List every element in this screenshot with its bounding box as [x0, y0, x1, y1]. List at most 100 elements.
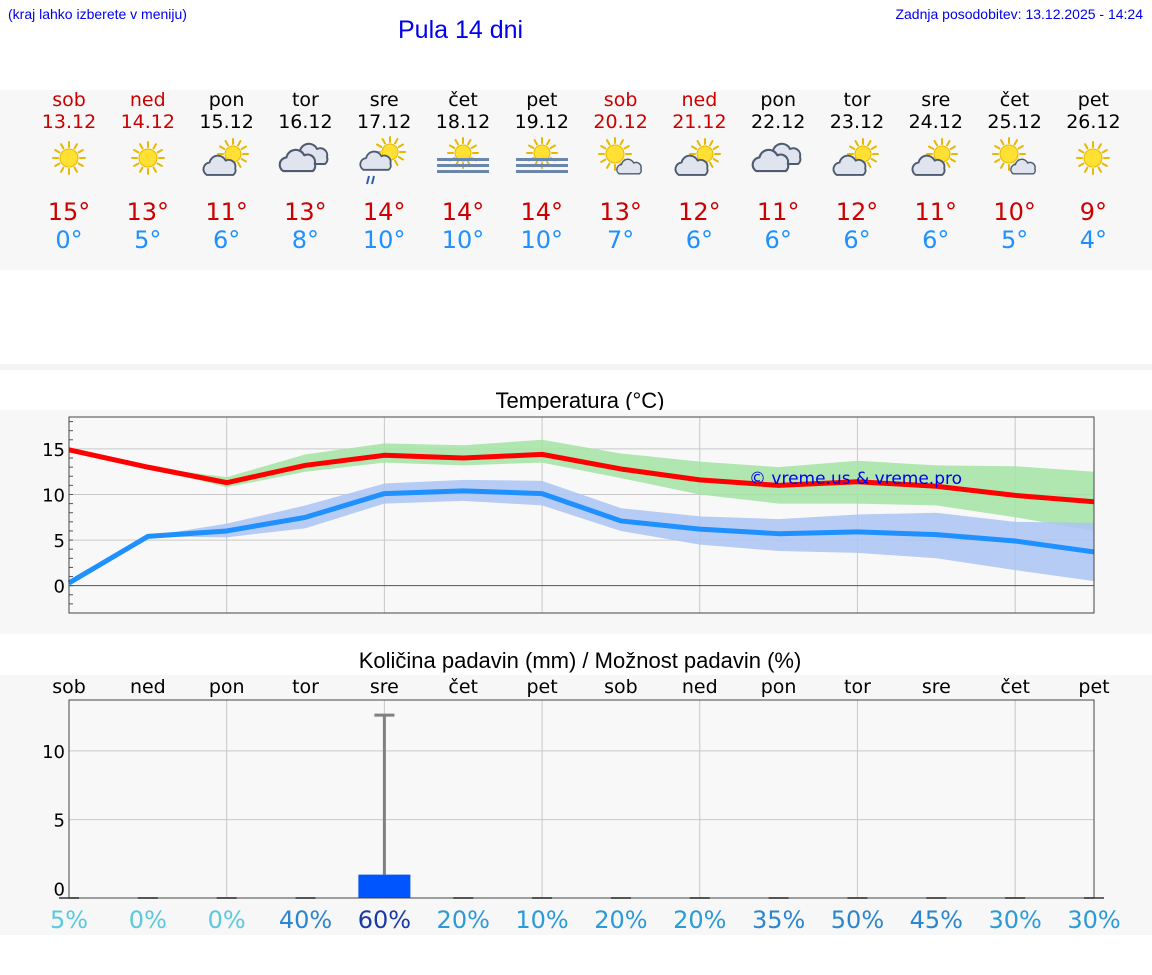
y-tick-label: 10: [42, 742, 65, 763]
fog-line: [437, 170, 489, 173]
min-temperature: 7°: [606, 226, 635, 254]
y-tick-label: 15: [42, 440, 65, 461]
sun-ray: [623, 145, 630, 150]
sun-ray: [449, 144, 456, 149]
sun-ray: [549, 144, 556, 149]
max-temperature: 14°: [362, 198, 406, 226]
sun-ray: [454, 139, 459, 146]
max-temperature: 13°: [599, 198, 642, 226]
sun-ray: [993, 158, 1001, 163]
x-category-label: sob: [604, 676, 638, 698]
precipitation-probability: 60%: [358, 906, 411, 934]
precipitation-probability: 50%: [831, 906, 884, 934]
sun-ray: [709, 140, 714, 147]
showers-icon: [359, 136, 407, 185]
precipitation-probability: 0%: [208, 906, 246, 934]
cloud-front: [279, 148, 317, 173]
day-date: 13.12: [41, 111, 97, 133]
plot-area: [69, 700, 1094, 898]
x-category-label: ned: [682, 676, 718, 698]
precipitation-probability: 30%: [988, 906, 1041, 934]
sun-icon: [52, 141, 86, 175]
precipitation-probability: 20%: [437, 906, 490, 934]
min-temperature: 8°: [291, 226, 320, 254]
day-date: 19.12: [514, 111, 569, 133]
sun-small-cloud-icon: [597, 137, 642, 175]
sun-ray: [54, 162, 61, 167]
sun-ray: [691, 145, 698, 150]
sun-ray: [397, 156, 405, 161]
day-date: 21.12: [672, 111, 727, 133]
day-date: 24.12: [908, 111, 963, 133]
precipitation-bar: [358, 874, 411, 898]
sun-ray: [713, 158, 720, 163]
sun-ray: [1097, 143, 1103, 150]
min-temperature: 6°: [212, 226, 241, 254]
cloud-shape: [359, 150, 392, 171]
page-title: Pula 14 dni: [398, 16, 524, 44]
day-date: 16.12: [278, 111, 333, 133]
min-temperature: 10°: [362, 226, 406, 254]
sun-ray: [713, 145, 720, 150]
partly-cloudy-icon: [202, 138, 249, 176]
day-name: pon: [208, 89, 245, 111]
sun-ray: [949, 145, 956, 150]
sun-ray: [236, 140, 242, 147]
plot-frame: [68, 699, 1095, 899]
sun-ray: [999, 139, 1005, 146]
fog-line: [515, 158, 568, 161]
x-category-label: čet: [448, 676, 478, 698]
min-temperature: 6°: [843, 226, 871, 254]
y-tick-label: 5: [54, 531, 65, 552]
sun-ray: [949, 158, 956, 163]
x-category-label: sre: [922, 676, 951, 698]
day-name: tor: [291, 89, 319, 111]
sun-ray: [927, 145, 935, 150]
sun-ray: [236, 161, 242, 168]
sun-ray: [73, 166, 78, 173]
precipitation-probability: 20%: [594, 906, 647, 934]
sun-ray: [709, 161, 714, 168]
day-name: sob: [52, 89, 86, 111]
sun-ray: [224, 140, 229, 147]
cloud-outline: [911, 154, 946, 176]
sun-ray: [605, 139, 611, 146]
max-temperature: 11°: [756, 198, 800, 226]
location-hint[interactable]: (kraj lahko izberete v meniju): [8, 6, 187, 22]
min-temperature: 6°: [685, 226, 714, 254]
max-temperature-line: [68, 447, 1095, 505]
sun-ray: [696, 140, 702, 147]
sun-ray: [945, 161, 951, 168]
temperature-chart-title: Temperatura (°C): [495, 388, 665, 413]
max-temperature: 14°: [441, 198, 485, 226]
min-temperature: 5°: [134, 226, 162, 254]
sun-ray: [867, 140, 872, 147]
day-date: 22.12: [750, 111, 806, 133]
sun-ray: [132, 162, 140, 167]
sun-ray: [156, 162, 163, 167]
precipitation-probability: 5%: [50, 906, 88, 934]
min-temperature-line: [67, 488, 1095, 586]
fog-sun-icon: [515, 137, 568, 173]
cloud-outline: [202, 154, 237, 176]
cloud-outline: [359, 150, 392, 171]
min-temperature: 0°: [55, 226, 83, 254]
sun-ray: [1078, 162, 1085, 167]
sun-ray: [1078, 149, 1085, 154]
sun-ray: [1101, 149, 1109, 154]
sun-ray: [60, 166, 65, 173]
sun-ray: [467, 139, 472, 146]
max-temperature: 13°: [284, 198, 327, 226]
cloud-outline: [279, 148, 317, 173]
separator: [0, 364, 1152, 370]
precipitation-probability: 20%: [673, 906, 726, 934]
max-temperature: 14°: [520, 198, 564, 226]
day-date: 18.12: [435, 111, 491, 133]
sun-disc: [605, 144, 625, 164]
x-category-label: sob: [52, 676, 86, 698]
x-category-label: pon: [209, 676, 245, 698]
sun-shape: [991, 137, 1026, 171]
sun-icon: [1076, 141, 1111, 175]
sun-ray: [152, 143, 157, 150]
min-temperature: 5°: [1000, 226, 1029, 254]
